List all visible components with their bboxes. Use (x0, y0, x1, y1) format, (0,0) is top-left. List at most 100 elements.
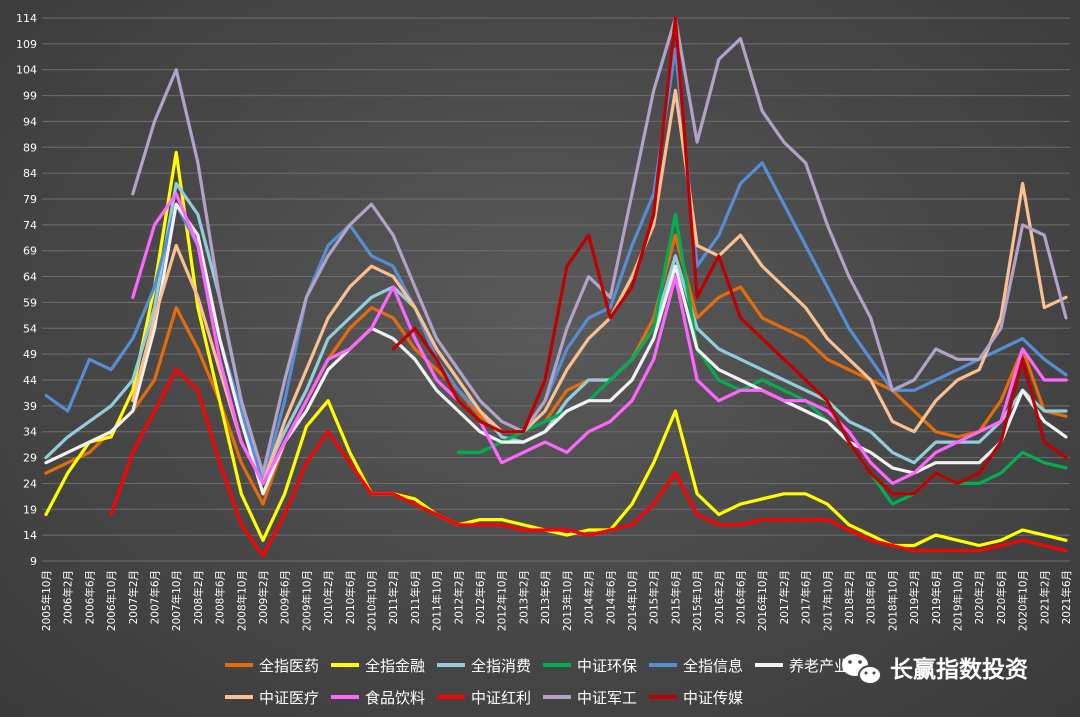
y-tick-label: 14 (23, 529, 37, 542)
x-tick-label: 2016年10月 (756, 570, 769, 631)
x-tick-label: 2014年6月 (604, 570, 617, 624)
y-tick-label: 34 (23, 426, 37, 439)
x-tick-label: 2007年10月 (170, 570, 183, 631)
x-tick-label: 2005年10月 (40, 570, 53, 631)
y-tick-label: 104 (16, 64, 37, 77)
y-tick-label: 69 (23, 245, 37, 258)
y-tick-label: 84 (23, 167, 37, 180)
x-tick-label: 2018年10月 (886, 570, 899, 631)
x-tick-label: 2015年2月 (648, 570, 661, 624)
legend-item: 中证医疗 (225, 689, 319, 707)
x-tick-label: 2015年6月 (669, 570, 682, 624)
x-tick-label: 2007年6月 (149, 570, 162, 624)
y-tick-label: 24 (23, 477, 37, 490)
legend-item: 全指金融 (331, 657, 425, 675)
y-axis-ticks: 9 14 19 24 29 34 39 44 49 54 59 64 69 74 79 84 89 94 99 104… (16, 12, 37, 568)
x-tick-label: 2019年2月 (908, 570, 921, 624)
x-tick-label: 2020年10月 (1017, 570, 1030, 631)
legend-item: 中证红利 (437, 689, 531, 707)
series-lines (44, 16, 1068, 558)
y-tick-label: 49 (23, 348, 37, 361)
x-tick-label: 2008年2月 (192, 570, 205, 624)
x-tick-label: 2015年10月 (691, 570, 704, 631)
x-tick-label: 2010年2月 (322, 570, 335, 624)
y-tick-label: 89 (23, 141, 37, 154)
x-tick-label: 2017年6月 (800, 570, 813, 624)
y-tick-label: 9 (30, 555, 37, 568)
y-tick-label: 19 (23, 503, 37, 516)
series-line (109, 368, 1068, 558)
y-tick-label: 79 (23, 193, 37, 206)
x-tick-label: 2011年2月 (387, 570, 400, 624)
x-tick-label: 2009年6月 (279, 570, 292, 624)
x-tick-label: 2010年10月 (366, 570, 379, 631)
legend-label: 养老产业 (789, 657, 849, 675)
wechat-icon (842, 654, 882, 685)
watermark-text: 长赢指数投资 (890, 656, 1028, 683)
legend-label: 全指金融 (365, 657, 425, 675)
legend-label: 全指信息 (683, 657, 743, 675)
y-tick-label: 29 (23, 452, 37, 465)
y-tick-label: 114 (16, 12, 37, 25)
x-tick-label: 2012年10月 (496, 570, 509, 631)
x-tick-label: 2017年10月 (821, 570, 834, 631)
series-line (391, 16, 1068, 496)
series-line (44, 202, 1068, 496)
x-tick-label: 2009年2月 (257, 570, 270, 624)
legend-label: 中证环保 (577, 657, 637, 675)
x-axis-ticks: 2005年10月 2006年2月 2006年6月 2006年10月 2007年2月 200… (40, 570, 1073, 631)
x-tick-label: 2017年2月 (778, 570, 791, 624)
x-tick-label: 2008年10月 (235, 570, 248, 631)
x-tick-label: 2011年10月 (431, 570, 444, 631)
x-tick-label: 2013年6月 (539, 570, 552, 624)
legend-item: 中证军工 (543, 689, 637, 707)
series-line (131, 16, 1068, 475)
legend-item: 中证环保 (543, 657, 637, 675)
x-tick-label: 2006年2月 (62, 570, 75, 624)
legend-label: 全指消费 (471, 657, 531, 675)
legend-label: 中证军工 (577, 689, 637, 707)
x-tick-label: 2021年6月 (1060, 570, 1073, 624)
watermark: 长赢指数投资 (842, 654, 1028, 685)
x-tick-label: 2010年6月 (344, 570, 357, 624)
x-tick-label: 2009年10月 (300, 570, 313, 631)
x-tick-label: 2013年10月 (561, 570, 574, 631)
x-tick-label: 2013年2月 (517, 570, 530, 624)
legend-label: 中证传媒 (683, 689, 743, 707)
y-tick-label: 44 (23, 374, 37, 387)
legend-item: 养老产业 (755, 657, 849, 675)
legend-item: 食品饮料 (331, 689, 425, 707)
x-tick-label: 2007年2月 (127, 570, 140, 624)
legend-item: 中证传媒 (649, 689, 743, 707)
x-tick-label: 2020年6月 (995, 570, 1008, 624)
legend-label: 中证医疗 (259, 689, 319, 707)
x-tick-label: 2014年2月 (583, 570, 596, 624)
legend-label: 食品饮料 (365, 689, 425, 707)
legend-label: 中证红利 (471, 689, 531, 707)
y-tick-label: 94 (23, 115, 37, 128)
legend-label: 全指医药 (259, 657, 319, 675)
y-tick-label: 64 (23, 271, 37, 284)
x-tick-label: 2006年10月 (105, 570, 118, 631)
x-tick-label: 2016年6月 (734, 570, 747, 624)
y-tick-label: 109 (16, 38, 37, 51)
x-tick-label: 2019年10月 (951, 570, 964, 631)
x-tick-label: 2006年6月 (83, 570, 96, 624)
x-tick-label: 2012年6月 (474, 570, 487, 624)
x-tick-label: 2016年2月 (713, 570, 726, 624)
x-tick-label: 2018年6月 (865, 570, 878, 624)
legend-item: 全指消费 (437, 657, 531, 675)
x-tick-label: 2011年6月 (409, 570, 422, 624)
legend-item: 全指医药 (225, 657, 319, 675)
x-tick-label: 2020年2月 (973, 570, 986, 624)
y-tick-label: 39 (23, 400, 37, 413)
legend-item: 全指信息 (649, 657, 743, 675)
series-line (131, 88, 1068, 485)
y-tick-label: 54 (23, 322, 37, 335)
y-tick-label: 59 (23, 296, 37, 309)
x-tick-label: 2008年6月 (214, 570, 227, 624)
series-line (131, 192, 1068, 485)
x-tick-label: 2014年10月 (626, 570, 639, 631)
